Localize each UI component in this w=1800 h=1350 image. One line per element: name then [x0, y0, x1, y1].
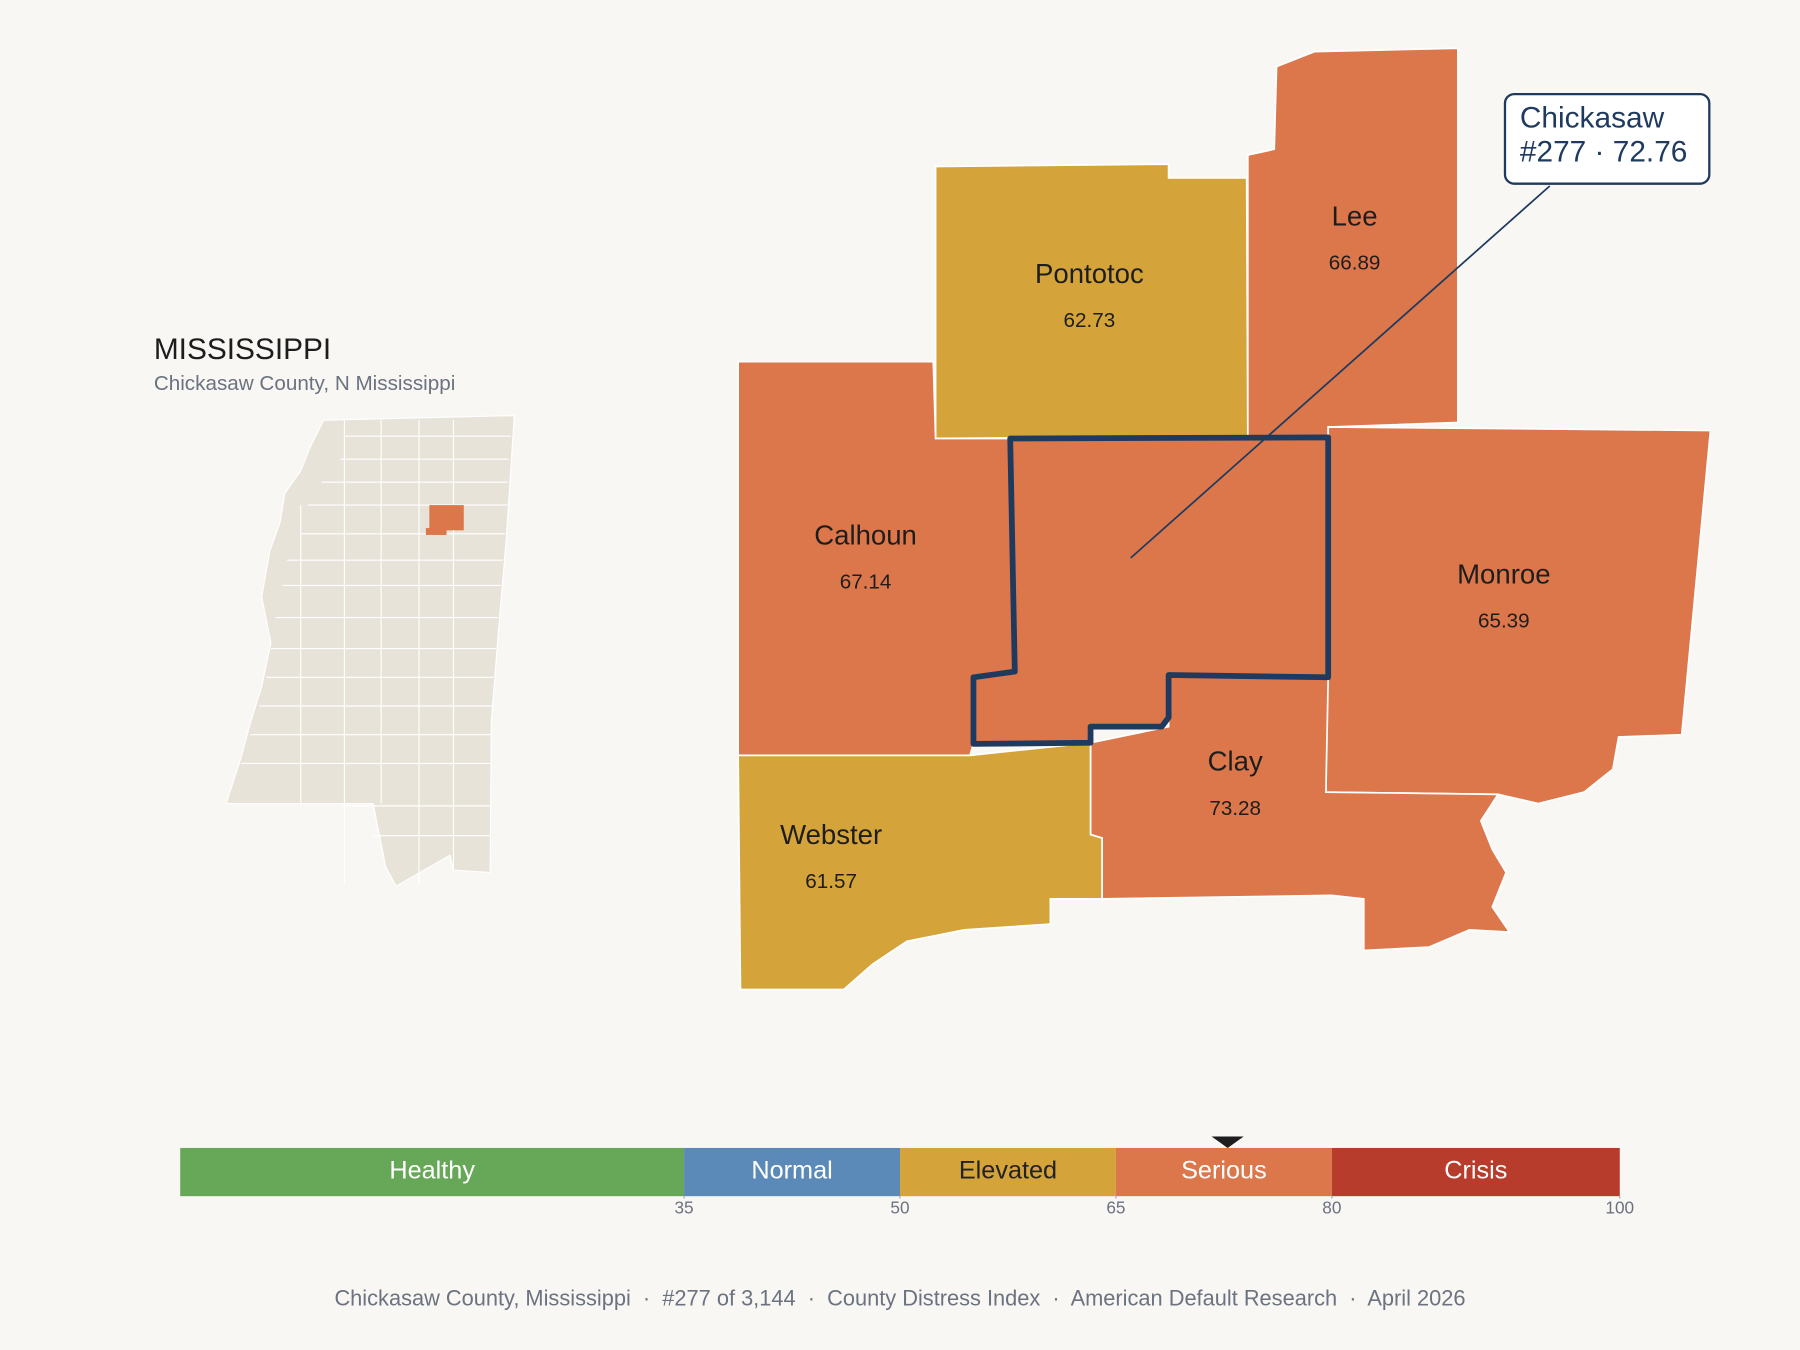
callout-detail: #277 · 72.76 [1520, 136, 1688, 169]
county-value: 62.73 [1064, 309, 1116, 332]
footer: Chickasaw County, Mississippi · #277 of … [334, 1285, 1465, 1310]
scale-band [684, 1147, 900, 1197]
callout-name: Chickasaw [1520, 101, 1665, 134]
focus-county [970, 434, 1332, 747]
county-name: Webster [780, 819, 882, 850]
label-layer: Pontotoc 62.73 Lee 66.89 Calhoun 67.14 Monroe 6… [780, 200, 1550, 893]
subtitle: Chickasaw County, N Mississippi [154, 372, 456, 395]
county-layer [737, 47, 1712, 991]
tick-label: 80 [1322, 1197, 1341, 1217]
inset-map [225, 414, 515, 888]
county [737, 741, 1103, 991]
callout: Chickasaw #277 · 72.76 [1130, 92, 1711, 559]
focus-county-inset-tail [425, 528, 447, 535]
band-label: Healthy [389, 1157, 475, 1185]
county [934, 163, 1249, 440]
county-name: Monroe [1457, 559, 1550, 590]
county-name: Lee [1332, 200, 1378, 231]
county-value: 67.14 [840, 571, 892, 594]
scale-band [1115, 1147, 1332, 1197]
scale-band [900, 1147, 1116, 1197]
tick-label: 50 [890, 1197, 909, 1217]
county-name: Clay [1208, 746, 1263, 777]
focus-county-inset [429, 505, 464, 531]
county [1246, 47, 1459, 438]
county-value: 65.39 [1478, 610, 1530, 633]
county [1089, 674, 1512, 952]
band-label: Elevated [959, 1157, 1057, 1185]
tick-label: 35 [674, 1197, 693, 1217]
band-label: Normal [751, 1157, 832, 1185]
county-value: 66.89 [1329, 251, 1381, 274]
distress-scale: Healthy Normal Elevated Serious Crisis 35 50 65… [180, 1136, 1634, 1217]
callout-leader [1130, 185, 1551, 559]
county-name: Calhoun [814, 520, 917, 551]
band-label: Crisis [1444, 1157, 1507, 1185]
value-marker [1211, 1136, 1244, 1148]
county-value: 73.28 [1209, 797, 1261, 820]
scale-band [180, 1147, 685, 1197]
tick-label: 100 [1605, 1197, 1634, 1217]
tick-label: 65 [1106, 1197, 1125, 1217]
state-title: MISSISSIPPI [154, 333, 331, 366]
county-value: 61.57 [805, 870, 857, 893]
scale-band [1331, 1147, 1620, 1197]
band-label: Serious [1181, 1157, 1267, 1185]
county-lines [241, 420, 511, 884]
county-name: Pontotoc [1035, 258, 1144, 289]
callout-box [1503, 92, 1711, 185]
